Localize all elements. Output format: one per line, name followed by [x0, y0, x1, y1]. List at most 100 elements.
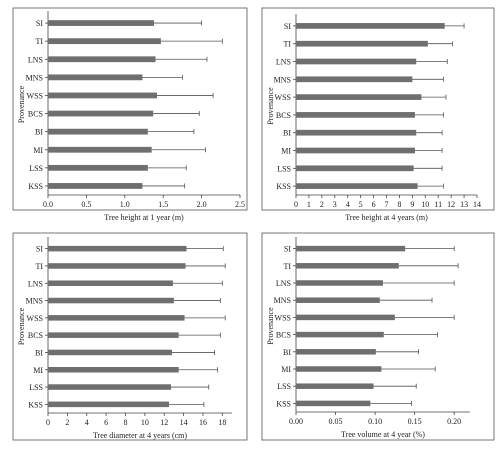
category-label: MNS	[26, 73, 43, 82]
bar	[296, 40, 428, 47]
x-tick-label: 1	[307, 200, 311, 209]
x-tick-label: 5	[359, 200, 363, 209]
x-tick-label: 13	[460, 200, 468, 209]
chart-3: 0 2 4 6 8 10 12 14 16 18 SI TI LNS MNS WSS BCS BI MI LSS KS…	[12, 232, 248, 441]
bar	[296, 129, 417, 136]
bar	[296, 76, 413, 83]
category-label: WSS	[275, 313, 291, 322]
x-tick-label: 6	[104, 418, 108, 427]
category-label: MNS	[26, 297, 43, 306]
category-label: KSS	[28, 400, 43, 409]
category-label: WSS	[275, 93, 291, 102]
x-tick-label: 2	[320, 200, 324, 209]
bar	[48, 297, 174, 304]
category-label: MI	[33, 146, 43, 155]
x-tick-label: 1.5	[158, 200, 168, 209]
category-label: MI	[281, 147, 291, 156]
x-tick-label: 14	[180, 418, 188, 427]
category-label: LSS	[277, 382, 291, 391]
x-tick-label: 0.00	[289, 417, 303, 426]
bar	[48, 56, 156, 63]
category-label: SI	[284, 245, 291, 254]
x-tick-label: 0.15	[408, 417, 422, 426]
bar	[296, 331, 384, 338]
x-axis-title: Tree volume at 4 year (%)	[341, 430, 425, 439]
x-tick-label: 11	[434, 200, 442, 209]
bar	[48, 20, 154, 26]
chart-frame	[261, 232, 495, 441]
category-label: MI	[33, 366, 43, 375]
x-tick-label: 10	[141, 418, 149, 427]
x-axis-title: Tree diameter at 4 years (cm)	[93, 431, 187, 440]
bar	[48, 366, 179, 373]
bar	[48, 280, 173, 287]
bar	[296, 297, 380, 303]
bar	[296, 400, 371, 407]
chart-1: 0.0 0.5 1.0 1.5 2.0 2.5 SI TI LNS MNS WSS BCS BI MI LS…	[12, 7, 248, 222]
x-tick-label: 7	[385, 200, 389, 209]
x-tick-label: 4	[85, 418, 89, 427]
category-label: LNS	[28, 279, 43, 288]
category-label: TI	[35, 37, 43, 46]
x-tick-label: 0	[46, 418, 50, 427]
x-tick-label: 0	[294, 200, 298, 209]
bar	[48, 146, 152, 153]
bar	[296, 165, 414, 172]
category-label: LNS	[28, 55, 43, 64]
bar	[48, 183, 143, 189]
bar	[48, 263, 186, 269]
bar	[48, 245, 187, 252]
category-label: TI	[35, 262, 43, 271]
x-tick-label: 8	[123, 418, 127, 427]
bar	[48, 332, 179, 338]
category-label: KSS	[276, 399, 291, 408]
category-label: BI	[283, 348, 291, 357]
bar	[48, 128, 148, 135]
chart-frame	[12, 232, 248, 441]
category-label: BI	[283, 129, 291, 138]
x-tick-label: 0.10	[368, 417, 382, 426]
x-tick-label: 2.0	[197, 200, 207, 209]
chart-frame	[12, 7, 248, 211]
bar	[48, 110, 154, 117]
category-label: KSS	[276, 182, 291, 191]
category-label: BI	[35, 128, 43, 137]
bar	[48, 384, 171, 390]
x-tick-label: 0.05	[329, 417, 343, 426]
category-label: LSS	[29, 164, 43, 173]
chart-4: 0.00 0.05 0.10 0.15 0.20 SI TI LNS MNS WSS BCS BI MI…	[261, 232, 495, 441]
category-label: SI	[36, 19, 43, 28]
x-tick-label: 18	[218, 418, 226, 427]
x-tick-label: 2.5	[235, 200, 245, 209]
bar	[296, 112, 415, 118]
category-label: BCS	[28, 331, 43, 340]
chart-2: 0 1 2 3 4 5 6 7 8 9 10 11 12 13 14SITILNSMNSWSSBCSBIMI…	[261, 7, 495, 222]
category-label: MNS	[274, 296, 291, 305]
chart-frame	[261, 7, 495, 211]
x-tick-label: 12	[160, 418, 168, 427]
category-label: WSS	[27, 314, 43, 323]
bar	[48, 315, 185, 321]
bar	[296, 383, 374, 389]
bar	[48, 38, 161, 45]
x-axis-title: Tree height at 1 year (m)	[104, 213, 184, 222]
category-label: TI	[283, 262, 291, 271]
y-axis-title: Provenance	[266, 307, 275, 345]
bar	[296, 366, 382, 372]
y-axis-title: Provenance	[17, 307, 26, 345]
x-tick-label: 0.20	[447, 417, 461, 426]
category-label: BCS	[28, 110, 43, 119]
bar	[296, 280, 383, 286]
category-label: MNS	[274, 75, 291, 84]
bar	[296, 147, 415, 154]
x-tick-label: 8	[397, 200, 401, 209]
category-label: SI	[284, 22, 291, 31]
x-tick-label: 0.5	[81, 200, 91, 209]
bar	[296, 349, 376, 355]
category-label: SI	[36, 245, 43, 254]
bar	[48, 401, 170, 408]
bar	[48, 349, 172, 356]
x-tick-label: 3	[333, 200, 337, 209]
